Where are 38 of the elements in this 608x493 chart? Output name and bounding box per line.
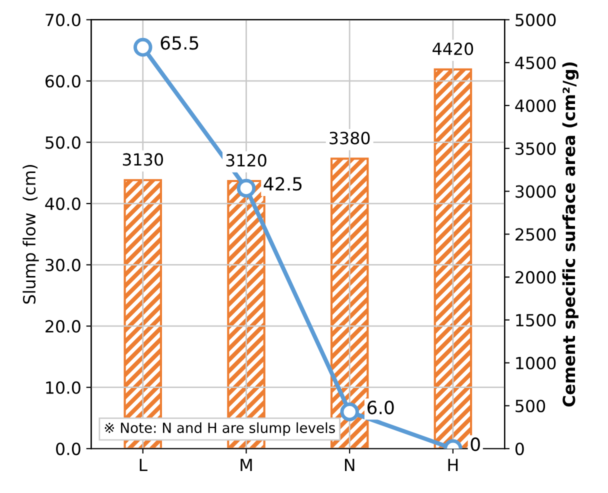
y2-axis-title: Cement specific surface area (cm²/g) <box>562 62 579 407</box>
data-label: 42.5 <box>264 177 302 191</box>
y-tick-label: 70.0 <box>46 14 80 26</box>
y2-tick-label: 500 <box>516 400 546 412</box>
y2-tick-label: 0 <box>515 442 524 456</box>
y2-tick-label: 3000 <box>516 185 556 198</box>
y-tick-label: 0.0 <box>56 442 80 456</box>
y2-tick-label: 2500 <box>516 228 556 241</box>
data-label: 3130 <box>122 153 163 166</box>
annotation: ※ Note: N and H are slump levels <box>104 422 335 436</box>
y-axis-title: Slump flow (cm) <box>22 165 39 304</box>
x-tick-label: H <box>448 458 458 472</box>
data-label: 65.5 <box>160 36 198 50</box>
y2-tick-label: 2000 <box>516 271 556 284</box>
y-tick-label: 50.0 <box>46 136 80 149</box>
x-tick-label: N <box>345 458 354 472</box>
point <box>134 38 152 57</box>
y-tick-label: 30.0 <box>46 258 80 272</box>
y-tick-label: 10.0 <box>46 381 80 394</box>
data-label: 3380 <box>330 132 370 144</box>
point <box>236 178 256 198</box>
data-label: 6.0 <box>368 400 394 414</box>
data-label: 3120 <box>226 154 266 167</box>
data-label: 4420 <box>432 42 474 56</box>
y2-tick-label: 1500 <box>516 314 556 327</box>
y2-tick-label: 5000 <box>516 14 556 26</box>
bar <box>434 68 472 449</box>
x-tick-label: L <box>140 458 148 472</box>
y-tick-label: 20.0 <box>46 320 80 333</box>
point <box>340 402 359 422</box>
y2-tick-label: 4500 <box>515 56 556 70</box>
x-tick-label: M <box>240 458 252 472</box>
data-label: 0 <box>470 437 480 452</box>
y-tick-label: 40.0 <box>45 198 80 210</box>
y-tick-label: 60.0 <box>46 74 80 88</box>
y2-tick-label: 3500 <box>516 142 556 155</box>
y2-tick-label: 1000 <box>516 356 556 370</box>
y2-tick-label: 4000 <box>515 99 556 112</box>
